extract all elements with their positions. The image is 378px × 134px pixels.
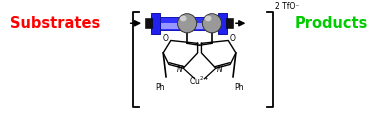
Ellipse shape: [202, 14, 222, 33]
Text: Substrates: Substrates: [10, 16, 100, 31]
Text: Cu$^{2+}$: Cu$^{2+}$: [189, 75, 210, 87]
Bar: [161, 23, 217, 29]
Ellipse shape: [205, 16, 211, 21]
Text: O: O: [230, 34, 236, 43]
Bar: [160, 17, 218, 30]
Text: O: O: [163, 34, 169, 43]
Text: 2 TfO⁻: 2 TfO⁻: [275, 2, 299, 11]
Ellipse shape: [180, 16, 187, 21]
Bar: [151, 13, 160, 34]
Ellipse shape: [178, 14, 197, 33]
Bar: [226, 18, 233, 28]
Text: N: N: [217, 65, 223, 74]
Bar: [145, 18, 152, 28]
Text: Products: Products: [294, 16, 368, 31]
Text: N: N: [177, 65, 182, 74]
Bar: [218, 13, 227, 34]
Text: Ph: Ph: [234, 83, 243, 92]
Text: Ph: Ph: [155, 83, 165, 92]
